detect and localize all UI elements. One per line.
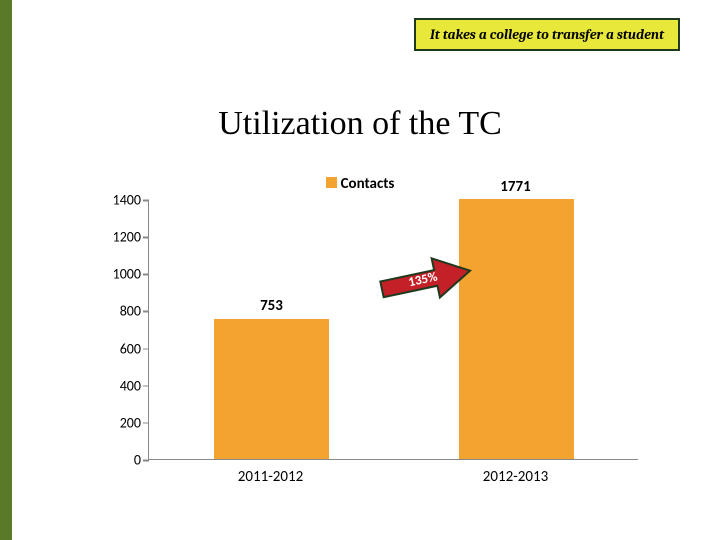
banner-callout: It takes a college to transfer a student <box>414 18 680 51</box>
bar-value-label: 753 <box>214 297 329 315</box>
slide: It takes a college to transfer a student… <box>0 0 720 540</box>
page-title: Utilization of the TC <box>0 105 720 143</box>
y-tick-label: 0 <box>99 452 141 469</box>
y-tick-label: 1200 <box>99 229 141 246</box>
bar-value-label-overflow: 1771 <box>438 178 593 196</box>
y-tick-mark <box>143 200 149 202</box>
plot-area: 0200400600800100012001400753 <box>148 200 638 460</box>
y-tick-mark <box>143 274 149 276</box>
y-tick-label: 200 <box>99 414 141 431</box>
y-tick-mark <box>143 348 149 350</box>
bar: 753 <box>214 319 329 459</box>
y-tick-mark <box>143 422 149 424</box>
title-text: Utilization of the TC <box>218 105 502 142</box>
y-tick-label: 1000 <box>99 266 141 283</box>
bar-chart: 0200400600800100012001400753 2011-201220… <box>98 200 638 490</box>
y-tick-label: 1400 <box>99 192 141 209</box>
x-category-label: 2012-2013 <box>393 468 638 486</box>
y-tick-mark <box>143 237 149 239</box>
chart-legend: Contacts <box>0 175 720 193</box>
y-tick-mark <box>143 460 149 462</box>
y-tick-label: 400 <box>99 377 141 394</box>
bar <box>459 199 574 459</box>
y-tick-mark <box>143 385 149 387</box>
y-tick-mark <box>143 311 149 313</box>
legend-label: Contacts <box>341 175 395 193</box>
x-category-label: 2011-2012 <box>148 468 393 486</box>
left-accent-rail <box>0 0 12 540</box>
y-tick-label: 800 <box>99 303 141 320</box>
legend-marker-icon <box>326 177 337 188</box>
y-tick-label: 600 <box>99 340 141 357</box>
banner-text: It takes a college to transfer a student <box>430 26 664 43</box>
